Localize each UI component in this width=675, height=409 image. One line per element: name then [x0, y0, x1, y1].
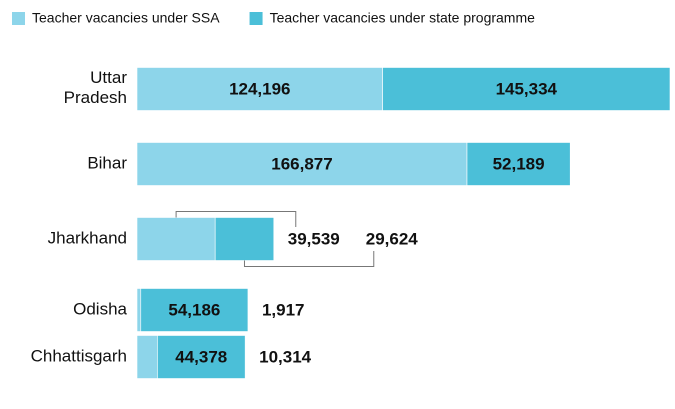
- value-label: 1,917: [262, 300, 305, 319]
- value-label: 166,877: [271, 154, 332, 173]
- legend-swatch: [249, 12, 263, 25]
- category-label: Bihar: [87, 153, 127, 172]
- bar-segment: [382, 67, 671, 111]
- bar-segment: [136, 217, 216, 261]
- bar-segment: [214, 217, 275, 261]
- bar-segment: [157, 335, 246, 379]
- bar-segment: [136, 288, 142, 332]
- category-line: Uttar: [90, 68, 127, 87]
- category-label: Uttar Pradesh: [64, 68, 128, 107]
- leader-line: [175, 211, 297, 227]
- bar-segment: [136, 142, 468, 186]
- bar-segment: [136, 335, 158, 379]
- value-label: 44,378: [175, 347, 227, 366]
- category-label: Chhattisgarh: [31, 346, 127, 365]
- value-label: 52,189: [493, 154, 545, 173]
- category-label: Odisha: [73, 299, 127, 318]
- value-label: 54,186: [168, 300, 220, 319]
- legend-swatch: [12, 12, 25, 25]
- legend-label: Teacher vacancies under SSA: [32, 10, 220, 26]
- bar-segment: [466, 142, 571, 186]
- leader-line: [243, 251, 375, 267]
- value-label: 10,314: [259, 347, 312, 366]
- value-label: 124,196: [229, 79, 290, 98]
- value-label: 145,334: [496, 79, 558, 98]
- value-label: 29,624: [366, 229, 419, 248]
- category-label: Jharkhand: [48, 228, 127, 247]
- legend-label: Teacher vacancies under state programme: [270, 10, 536, 26]
- bar-segment: [140, 288, 249, 332]
- value-label: 39,539: [288, 229, 340, 248]
- bar-segment: [136, 67, 383, 111]
- category-line: Pradesh: [64, 88, 127, 107]
